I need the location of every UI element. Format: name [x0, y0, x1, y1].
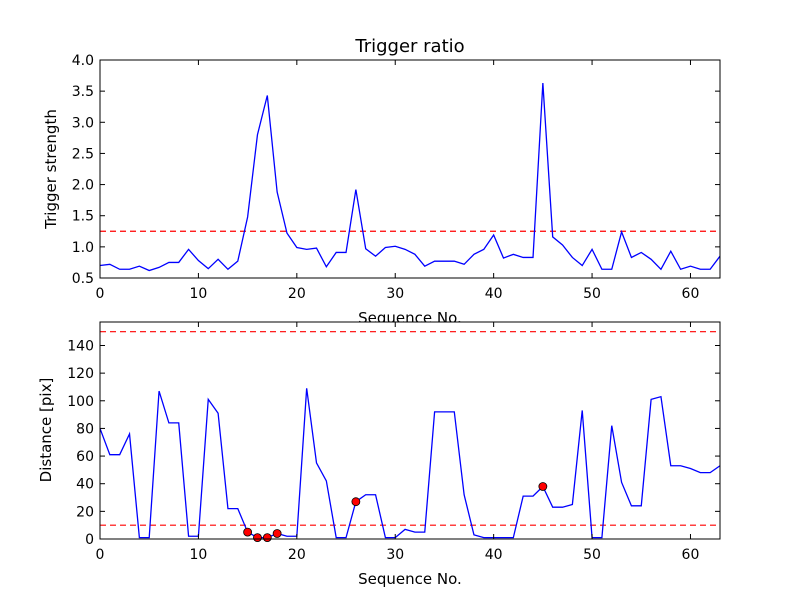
x-tick-label: 20: [288, 286, 306, 302]
y-tick-label: 40: [76, 477, 94, 493]
data-point: [351, 497, 361, 507]
axes-frame: [99, 59, 721, 279]
y-tick-label: 4.0: [72, 53, 94, 69]
y-axis-label: Distance [pix]: [37, 378, 55, 483]
ticks-layer: 0 10 20 30 40 50 60 0 20 40 60 80 100 120 140: [67, 322, 720, 563]
chart-title: Trigger ratio: [354, 36, 464, 57]
series-line: [99, 388, 721, 539]
y-tick-label: 3.0: [72, 115, 94, 131]
y-tick-label: 120: [67, 366, 94, 382]
data-point: [272, 529, 282, 538]
marks-layer: [99, 83, 721, 272]
y-tick-label: 1.0: [72, 240, 94, 256]
x-tick-label: 10: [189, 547, 207, 563]
y-tick-label: 0.5: [72, 271, 94, 287]
y-tick-label: 20: [76, 504, 94, 520]
y-tick-label: 3.5: [72, 84, 94, 100]
data-point: [538, 482, 548, 491]
y-tick-label: 0: [85, 532, 94, 548]
plot-area: [100, 322, 720, 539]
marks-layer: [99, 331, 721, 543]
x-tick-label: 0: [96, 547, 105, 563]
x-tick-label: 60: [682, 547, 700, 563]
x-tick-label: 50: [583, 286, 601, 302]
x-axis-label: Sequence No.: [358, 570, 462, 588]
x-tick-label: 30: [386, 286, 404, 302]
x-tick-label: 0: [96, 286, 105, 302]
data-point: [253, 533, 262, 543]
x-tick-label: 10: [189, 286, 207, 302]
x-tick-label: 50: [583, 547, 601, 563]
x-tick-label: 60: [682, 286, 700, 302]
axes-frame: [99, 321, 721, 540]
trigger-ratio-panel: Trigger ratio 0 10 20 30 40 50 60 0.5 1.0 1.5 2.0 2…: [42, 36, 721, 327]
y-tick-label: 2.0: [72, 178, 94, 194]
distance-panel: 0 10 20 30 40 50 60 0 20 40 60 80 100 120 140 Sequence…: [37, 321, 721, 588]
y-axis-label: Trigger strength: [42, 109, 60, 230]
y-tick-label: 100: [67, 394, 94, 410]
y-tick-label: 1.5: [72, 209, 94, 225]
y-tick-label: 2.5: [72, 146, 94, 162]
plot-area: [100, 60, 720, 278]
data-point: [243, 527, 253, 537]
x-tick-label: 40: [485, 547, 503, 563]
y-tick-label: 60: [76, 449, 94, 465]
x-tick-label: 20: [288, 547, 306, 563]
series-line: [99, 83, 721, 272]
ticks-layer: 0 10 20 30 40 50 60 0.5 1.0 1.5 2.0 2.5 3.0 3.5 4.0: [72, 53, 720, 302]
x-tick-label: 30: [386, 547, 404, 563]
data-point: [262, 533, 272, 543]
x-tick-label: 40: [485, 286, 503, 302]
y-tick-label: 80: [76, 421, 94, 437]
y-tick-label: 140: [67, 338, 94, 354]
